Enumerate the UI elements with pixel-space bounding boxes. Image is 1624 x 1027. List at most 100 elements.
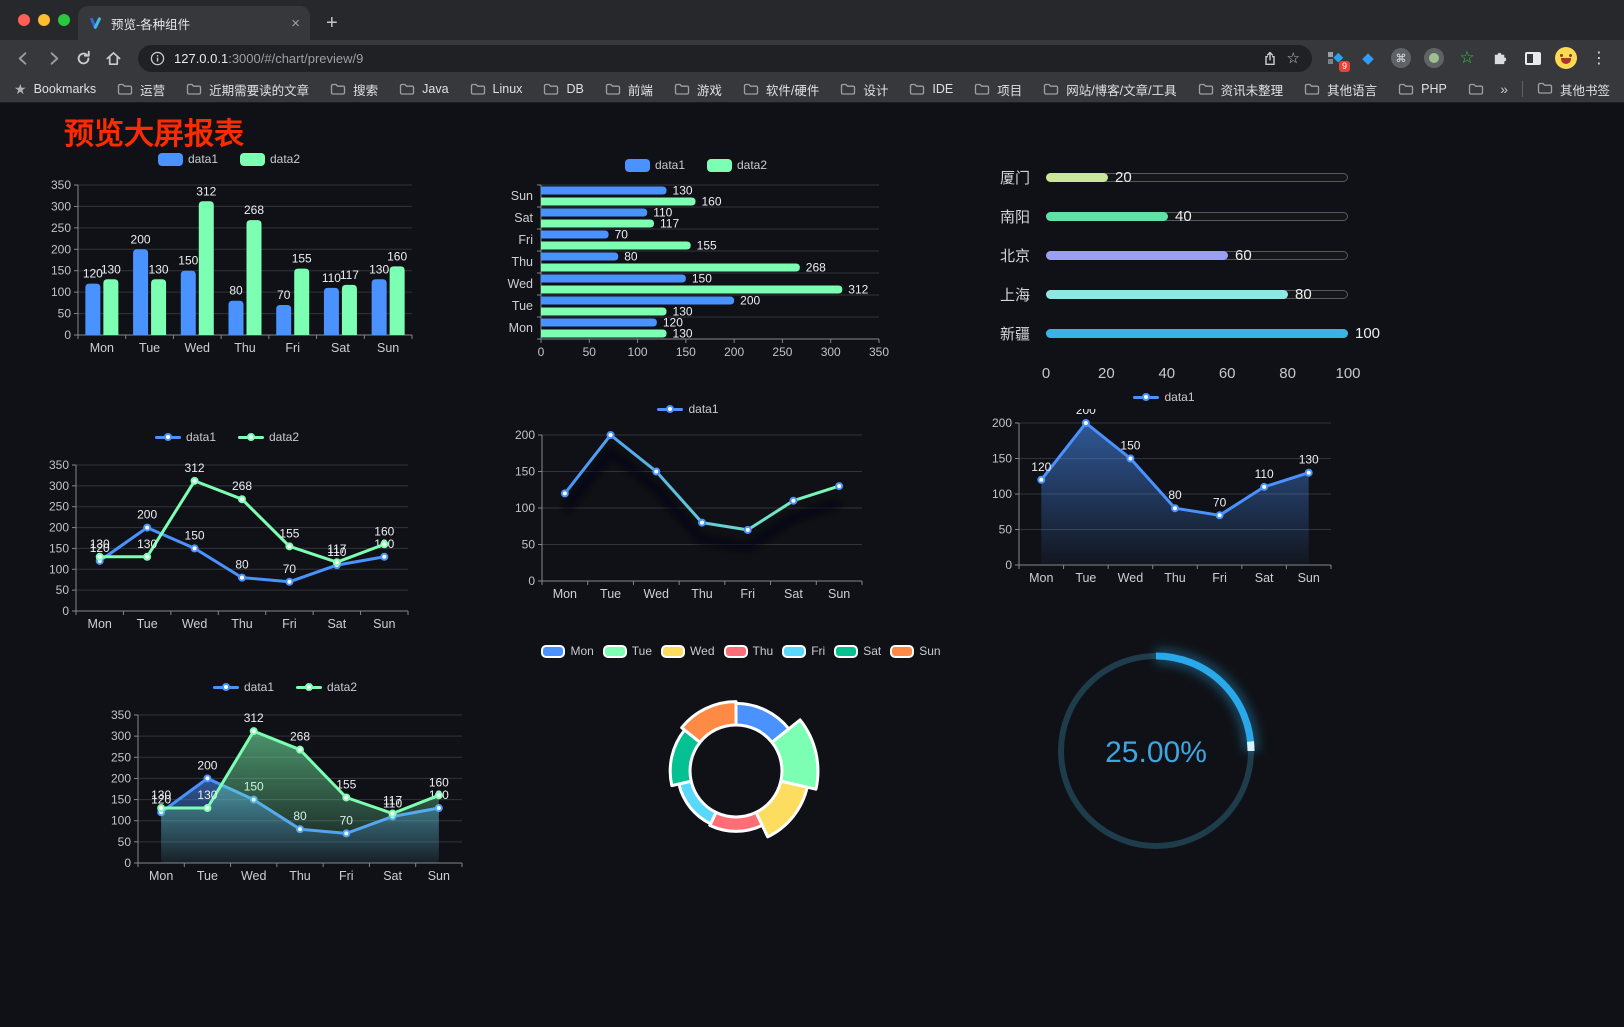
progress-row: 南阳 40 xyxy=(1000,197,1348,236)
side-panel-icon[interactable] xyxy=(1522,47,1544,69)
bookmark-folder[interactable]: IDE xyxy=(909,82,953,96)
two-series-line-chart[interactable]: data1 data2 0 50 100 150 200 250 300 350 Mon Tue Wed… xyxy=(36,425,418,643)
tab-close-icon[interactable]: × xyxy=(291,14,300,32)
legend-item[interactable]: data2 xyxy=(296,680,357,694)
bookmark-folder[interactable]: Linux xyxy=(470,82,522,96)
svg-text:Sat: Sat xyxy=(1255,571,1274,585)
legend-item[interactable]: data2 xyxy=(240,152,300,166)
star-extension-icon[interactable]: ☆ xyxy=(1459,48,1475,67)
bookmark-folder[interactable]: 资讯未整理 xyxy=(1198,80,1283,99)
browser-menu-icon[interactable]: ⋮ xyxy=(1591,50,1607,67)
bookmark-folder[interactable]: 网站/博客/文章/工具 xyxy=(1043,80,1177,99)
chart-canvas[interactable]: 0 50 100 150 200 250 300 350 Mon Tue Wed Thu Fri Sat S… xyxy=(36,449,418,639)
new-tab-button[interactable]: + xyxy=(326,12,338,34)
recorder-extension-icon[interactable] xyxy=(1423,47,1445,69)
puzzle-extensions-icon[interactable] xyxy=(1489,47,1511,69)
reload-button[interactable] xyxy=(70,45,96,71)
svg-text:Sun: Sun xyxy=(1298,571,1320,585)
legend-item[interactable]: data2 xyxy=(238,430,299,444)
tab-title: 预览-各种组件 xyxy=(111,17,191,32)
extension-collector-icon[interactable]: 9 xyxy=(1324,47,1350,72)
grouped-bar-chart[interactable]: data1 data2 0 50 100 150 200 250 300 350 Mon Tue Wed… xyxy=(38,147,420,367)
legend-item[interactable]: data1 xyxy=(624,158,685,172)
svg-text:130: 130 xyxy=(149,262,169,276)
page-title: 预览大屏报表 xyxy=(64,118,244,151)
svg-text:200: 200 xyxy=(111,771,131,785)
svg-text:130: 130 xyxy=(673,305,693,319)
chart-canvas[interactable]: 0 50 100 150 200 250 300 350 Mon Tue Wed Thu Fri Sat S… xyxy=(96,699,474,891)
two-series-area-chart[interactable]: data1 data2 0 50 100 150 200 250 300 350 Mon Tue Wed… xyxy=(96,675,474,895)
legend-item[interactable]: Sun xyxy=(890,644,941,658)
svg-text:0: 0 xyxy=(538,345,545,359)
bookmark-folder[interactable]: 前端 xyxy=(605,80,653,99)
single-area-chart[interactable]: data1 0 50 100 150 200 Mon Tue Wed Thu Fri Sat Sun 12… xyxy=(983,385,1345,597)
chart-canvas[interactable]: 0 50 100 150 200 Mon Tue Wed Thu Fri Sat Sun xyxy=(500,421,876,609)
legend-item[interactable]: Fri xyxy=(782,644,825,658)
legend-item[interactable]: data1 xyxy=(157,152,218,166)
chart-canvas[interactable]: 0 50 100 150 200 Mon Tue Wed Thu Fri Sat Sun 120 200 1… xyxy=(983,403,1345,593)
maximize-window-button[interactable] xyxy=(58,14,70,26)
svg-text:350: 350 xyxy=(49,458,69,472)
legend-item[interactable]: Mon xyxy=(541,644,594,658)
svg-text:Sat: Sat xyxy=(514,211,533,225)
chart-canvas[interactable] xyxy=(548,663,934,963)
legend-item[interactable]: data2 xyxy=(707,158,767,172)
chart-canvas[interactable]: 0 50 100 150 200 250 300 350 Mon Tue Wed Thu Fri Sat S… xyxy=(38,171,420,363)
bookmark-star-icon[interactable]: ☆ xyxy=(1286,49,1300,67)
legend-item[interactable]: data1 xyxy=(154,430,216,444)
bookmark-folder[interactable]: 软件/硬件 xyxy=(743,80,819,99)
legend-item[interactable]: Thu xyxy=(723,644,773,658)
bookmark-folder[interactable]: 其他语言 xyxy=(1304,80,1377,99)
bookmark-folder[interactable]: 设计 xyxy=(840,80,888,99)
bookmarks-manager[interactable]: ★ Bookmarks xyxy=(14,80,97,97)
legend-item[interactable]: Wed xyxy=(661,644,715,658)
bookmarks-star-icon: ★ xyxy=(14,80,27,97)
share-icon[interactable] xyxy=(1262,50,1278,67)
rose-pie-chart[interactable]: Mon Tue Wed Thu Fri Sat Sun xyxy=(541,639,941,969)
svg-text:100: 100 xyxy=(628,345,648,359)
bookmark-folder[interactable]: 文件服务器 xyxy=(1468,80,1488,99)
close-window-button[interactable] xyxy=(18,14,30,26)
bookmark-folder[interactable]: 运营 xyxy=(117,80,165,99)
home-button[interactable] xyxy=(100,45,126,71)
gem-extension-icon[interactable]: ◆ xyxy=(1362,50,1374,67)
bookmark-folder[interactable]: Java xyxy=(399,82,449,96)
progress-track: 100 xyxy=(1046,325,1380,342)
svg-text:80: 80 xyxy=(235,558,249,572)
bookmark-folder[interactable]: 近期需要读的文章 xyxy=(186,80,309,99)
browser-tab[interactable]: 预览-各种组件 × xyxy=(78,6,310,40)
site-info-icon[interactable] xyxy=(150,51,165,66)
horizontal-bar-chart[interactable]: data1 data2 0 50 100 150 200 250 300 350 Mon Tue Wed… xyxy=(503,153,890,371)
legend-item[interactable]: data1 xyxy=(1133,390,1195,404)
forward-button[interactable] xyxy=(40,45,66,71)
bookmark-folder[interactable]: DB xyxy=(543,82,584,96)
bookmark-folder[interactable]: PHP xyxy=(1398,82,1447,96)
site-favicon xyxy=(88,16,103,31)
address-bar[interactable]: 127.0.0.1:3000/#/chart/preview/9 ☆ xyxy=(138,44,1312,72)
svg-text:130: 130 xyxy=(673,184,693,198)
folder-icon xyxy=(1537,81,1553,98)
chart-canvas[interactable]: 0 50 100 150 200 250 300 350 Mon Tue Wed Thu Fri Sat S… xyxy=(503,177,890,367)
city-progress-chart[interactable]: 厦门 20 南阳 40 北京 60 上海 80 新疆 1 xyxy=(1000,158,1380,388)
other-bookmarks-folder[interactable]: 其他书签 xyxy=(1537,80,1610,99)
svg-text:300: 300 xyxy=(821,345,841,359)
gauge-chart[interactable]: 25.00% xyxy=(1038,627,1274,873)
profile-avatar[interactable] xyxy=(1555,47,1577,69)
bookmarks-overflow-chevron[interactable]: » xyxy=(1500,81,1508,97)
legend-item[interactable]: Sat xyxy=(834,644,881,658)
command-extension-icon[interactable]: ⌘ xyxy=(1390,47,1412,69)
legend-item[interactable]: data1 xyxy=(657,402,719,416)
bookmark-folder[interactable]: 游戏 xyxy=(674,80,722,99)
svg-text:Wed: Wed xyxy=(1118,571,1144,585)
bookmark-folder[interactable]: 搜索 xyxy=(330,80,378,99)
bookmark-folder[interactable]: 项目 xyxy=(974,80,1022,99)
svg-text:0: 0 xyxy=(124,856,131,870)
back-button[interactable] xyxy=(10,45,36,71)
legend-item[interactable]: Tue xyxy=(602,644,652,658)
svg-text:110: 110 xyxy=(383,796,402,810)
svg-text:110: 110 xyxy=(327,545,346,559)
legend-item[interactable]: data1 xyxy=(212,680,274,694)
minimize-window-button[interactable] xyxy=(38,14,50,26)
gradient-line-chart[interactable]: data1 0 50 100 150 200 Mon Tue Wed Thu Fri Sat Sun xyxy=(500,397,876,613)
svg-text:268: 268 xyxy=(806,261,826,275)
